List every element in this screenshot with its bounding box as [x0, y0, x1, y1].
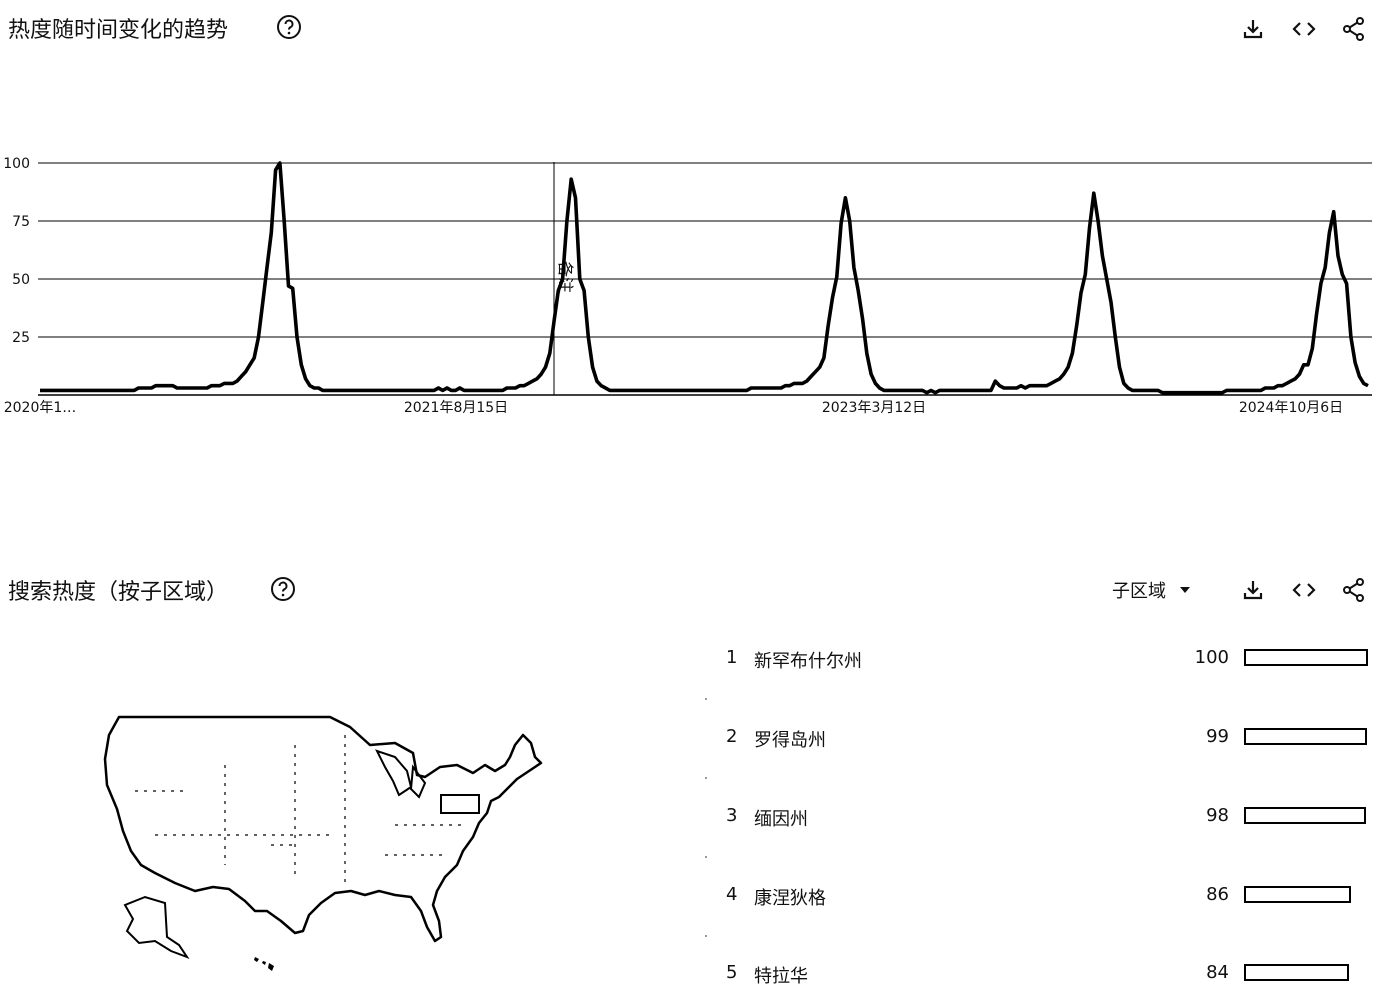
region-name: 罗得岛州 [754, 730, 826, 751]
region-row[interactable]: 3 缅因州 98 [726, 801, 1371, 831]
alaska-shape[interactable] [123, 895, 190, 960]
region-embed-button[interactable] [1289, 575, 1319, 605]
download-button[interactable] [1238, 14, 1268, 44]
region-rank: 3 [726, 805, 738, 826]
region-rank: 1 [726, 647, 738, 668]
region-rank: 4 [726, 884, 738, 905]
region-row[interactable]: 2 罗得岛州 99 [726, 722, 1371, 752]
great-lakes-shape [375, 749, 427, 799]
code-icon [1292, 583, 1316, 597]
region-rank: 2 [726, 726, 738, 747]
state-lines [135, 735, 465, 885]
share-button[interactable] [1339, 14, 1369, 44]
row-separator [705, 856, 707, 858]
region-name: 康涅狄格 [754, 888, 826, 909]
region-value: 84 [1206, 962, 1229, 983]
region-row[interactable]: 1 新罕布什尔州 100 [726, 643, 1371, 673]
region-name: 特拉华 [754, 966, 808, 987]
region-bar [1244, 964, 1349, 981]
download-icon [1243, 20, 1263, 39]
y-tick-label: 50 [12, 272, 30, 288]
subregion-select[interactable]: 子区域 [1112, 576, 1190, 604]
share-icon [1343, 17, 1364, 41]
row-separator [705, 777, 707, 779]
region-value: 99 [1206, 726, 1229, 747]
embed-button[interactable] [1289, 14, 1319, 44]
region-name: 新罕布什尔州 [754, 651, 862, 672]
code-icon [1292, 22, 1316, 36]
region-row[interactable]: 5 特拉华 84 [726, 958, 1371, 988]
region-value: 100 [1194, 647, 1229, 668]
x-tick-label: 2020年1… [4, 400, 77, 416]
pennsylvania-highlight[interactable] [440, 794, 480, 814]
hawaii-shape[interactable] [254, 957, 274, 971]
region-title: 搜索热度（按子区域） [8, 580, 229, 605]
region-name: 缅因州 [754, 809, 808, 830]
region-bar [1244, 649, 1368, 666]
region-rank: 5 [726, 962, 738, 983]
region-share-button[interactable] [1339, 575, 1369, 605]
x-tick-label: 2021年8月15日 [404, 400, 508, 416]
region-value: 98 [1206, 805, 1229, 826]
us-map[interactable] [95, 705, 555, 975]
caret-down-icon [1180, 587, 1190, 593]
region-bar [1244, 886, 1351, 903]
y-tick-label: 100 [3, 156, 30, 172]
download-icon [1243, 581, 1263, 600]
x-tick-label: 2024年10月6日 [1239, 400, 1343, 416]
subregion-select-label: 子区域 [1112, 581, 1166, 602]
share-icon [1343, 578, 1364, 602]
region-bar [1244, 807, 1366, 824]
region-bar [1244, 728, 1367, 745]
y-tick-label: 25 [12, 330, 30, 346]
region-download-button[interactable] [1238, 575, 1268, 605]
help-circle-icon[interactable] [270, 576, 296, 602]
region-value: 86 [1206, 884, 1229, 905]
trend-title: 热度随时间变化的趋势 [8, 18, 229, 43]
trend-series-line [40, 161, 1369, 395]
region-row[interactable]: 4 康涅狄格 86 [726, 880, 1371, 910]
row-separator [705, 698, 707, 700]
help-circle-icon[interactable] [276, 14, 302, 40]
x-tick-label: 2023年3月12日 [822, 400, 926, 416]
row-separator [705, 935, 707, 937]
y-tick-label: 75 [12, 214, 30, 230]
us-mainland-shape[interactable] [103, 715, 543, 943]
